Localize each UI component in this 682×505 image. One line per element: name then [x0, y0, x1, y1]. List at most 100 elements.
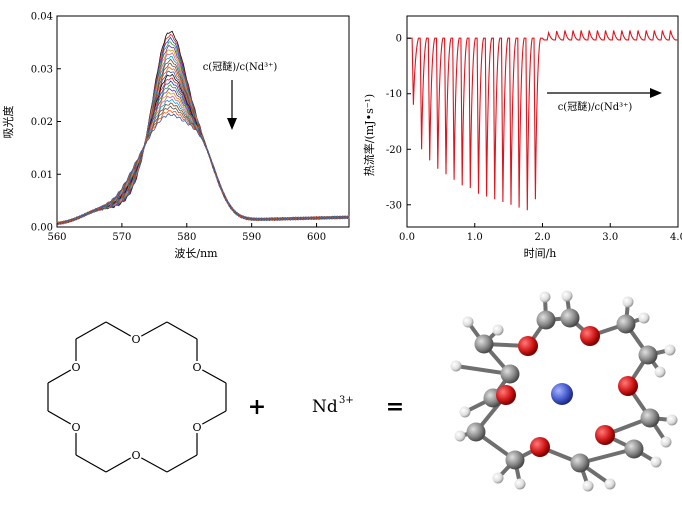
crown-oxygen-mask: [191, 361, 203, 373]
uv-annotation: c(冠醚)/c(Nd³⁺): [203, 60, 278, 73]
uv-series-line: [56, 84, 350, 225]
neodymium-atom: [551, 383, 573, 405]
hydrogen-atom: [459, 406, 471, 418]
uv-series-line: [56, 73, 350, 225]
carbon-atom: [560, 308, 580, 328]
uv-series-line: [56, 66, 350, 225]
crown-ether-oxygens: O O O O O O: [70, 333, 203, 462]
crown-bond: [75, 321, 107, 340]
crown-oxygen-label: O: [192, 421, 201, 434]
itc-y-tick-label: 0: [396, 34, 402, 45]
uv-y-axis-label: 吸光度: [1, 106, 15, 139]
plus-sign: +: [248, 394, 266, 420]
uv-series-line: [56, 87, 350, 225]
carbon-atom: [624, 439, 644, 459]
hydrogen-atom: [582, 480, 594, 492]
uv-series-line: [56, 113, 350, 225]
crown-bond: [75, 454, 107, 473]
itc-x-tick-label: 1.0: [467, 232, 483, 243]
itc-plot-frame: [406, 15, 679, 228]
crown-oxygen-mask: [130, 449, 142, 461]
uv-series-line: [56, 91, 350, 225]
hydrogen-atom: [638, 312, 650, 324]
oxygen-atom: [580, 326, 600, 346]
uv-curves: [56, 30, 350, 226]
uv-y-tick-label: 0.01: [31, 170, 53, 181]
uv-series-line: [56, 70, 350, 225]
uv-annotation-arrow: [227, 80, 237, 130]
hydrogen-atom: [561, 290, 573, 302]
itc-x-tick-label: 2.0: [535, 232, 551, 243]
uv-x-axis-label: 波长/nm: [174, 247, 218, 260]
uv-x-tick-label: 590: [242, 232, 261, 243]
hydrogen-atom: [660, 436, 672, 448]
itc-x-tick-label: 0.0: [399, 232, 415, 243]
hydrogen-atom: [604, 478, 616, 490]
uv-y-tick-label: 0.00: [31, 223, 53, 234]
hydrogen-atom: [492, 472, 504, 484]
uv-plot-frame: [56, 15, 350, 228]
crown-bond: [166, 321, 198, 340]
itc-annotation: c(冠醚)/c(Nd³⁺): [558, 100, 633, 113]
uv-vis-chart: 560 570 580 590 600 0.00 0.01 0.02 0.03 0.04 波长/…: [1, 12, 350, 260]
itc-x-axis: 0.0 1.0 2.0 3.0 4.0: [399, 223, 682, 243]
itc-heat-flow-line: [407, 30, 678, 211]
itc-annotation-arrow: [547, 88, 662, 98]
hydrogen-atom: [622, 296, 634, 308]
crown-oxygen-mask: [70, 361, 82, 373]
uv-x-tick-label: 570: [112, 232, 131, 243]
nd-symbol: Nd: [312, 397, 338, 417]
uv-x-tick-label: 560: [47, 232, 66, 243]
uv-series-line: [56, 30, 350, 225]
uv-y-tick-label: 0.04: [31, 12, 53, 23]
hydrogen-atom: [666, 414, 678, 426]
hydrogen-atom: [539, 291, 551, 303]
uv-y-tick-label: 0.03: [31, 64, 53, 75]
crown-oxygen-label: O: [71, 361, 80, 374]
hydrogen-atom: [492, 324, 504, 336]
carbon-atom: [474, 334, 494, 354]
complex-atoms: [450, 290, 678, 492]
oxygen-atom: [595, 425, 615, 445]
hydrogen-atom: [654, 366, 666, 378]
crown-nd-complex-model: [450, 290, 678, 492]
crown-bond: [166, 454, 198, 473]
hydrogen-atom: [514, 478, 526, 490]
carbon-atom: [466, 422, 486, 442]
itc-chart: 0.0 1.0 2.0 3.0 4.0 0 -10 -20 -30 时间/h 热流率/(mJ•…: [362, 15, 682, 260]
uv-series-line: [56, 98, 350, 225]
itc-y-axis-label: 热流率/(mJ•s⁻¹): [362, 94, 376, 176]
nd-cation-label: Nd 3+: [312, 395, 354, 417]
nd-charge: 3+: [339, 395, 354, 406]
itc-y-tick-label: -20: [386, 145, 402, 156]
oxygen-atom: [518, 336, 538, 356]
itc-x-tick-label: 4.0: [670, 232, 682, 243]
itc-x-tick-label: 3.0: [602, 232, 618, 243]
carbon-atom: [536, 310, 556, 330]
hydrogen-atom: [454, 430, 466, 442]
hydrogen-atom: [462, 316, 474, 328]
uv-x-axis: 560 570 580 590 600: [47, 223, 326, 243]
carbon-atom: [570, 453, 590, 473]
carbon-atom: [638, 345, 658, 365]
crown-oxygen-mask: [191, 421, 203, 433]
carbon-atom: [640, 408, 660, 428]
crown-oxygen-mask: [130, 333, 142, 345]
crown-oxygen-label: O: [131, 333, 140, 346]
itc-y-tick-label: -10: [386, 89, 402, 100]
itc-trace: [407, 30, 678, 211]
carbon-atom: [616, 314, 636, 334]
hydrogen-atom: [664, 344, 676, 356]
uv-x-tick-label: 580: [177, 232, 196, 243]
uv-series-line: [56, 77, 350, 226]
itc-y-tick-label: -30: [386, 200, 402, 211]
oxygen-atom: [496, 385, 516, 405]
uv-x-tick-label: 600: [307, 232, 326, 243]
hydrogen-atom: [650, 456, 662, 468]
crown-ether-structure: O O O O O O: [47, 321, 227, 473]
uv-y-axis: 0.00 0.01 0.02 0.03 0.04: [31, 12, 61, 234]
uv-series-line: [56, 80, 350, 225]
uv-series-line: [56, 62, 350, 225]
uv-y-tick-label: 0.02: [31, 117, 53, 128]
oxygen-atom: [618, 376, 638, 396]
